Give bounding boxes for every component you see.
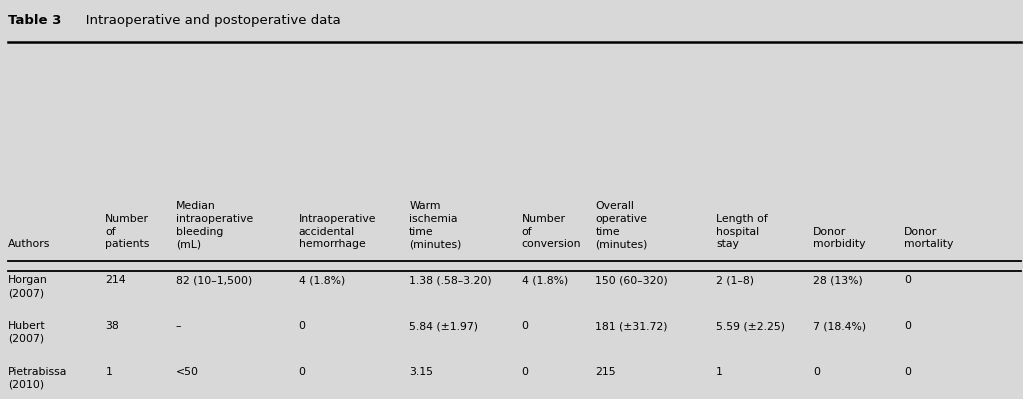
Text: 0: 0 <box>813 367 820 377</box>
Text: 82 (10–1,500): 82 (10–1,500) <box>176 275 253 285</box>
Text: 215: 215 <box>595 367 616 377</box>
Text: Pietrabissa
(2010): Pietrabissa (2010) <box>8 367 68 390</box>
Text: Horgan
(2007): Horgan (2007) <box>8 275 48 298</box>
Text: 4 (1.8%): 4 (1.8%) <box>522 275 568 285</box>
Text: Length of
hospital
stay: Length of hospital stay <box>716 214 768 249</box>
Text: 181 (±31.72): 181 (±31.72) <box>595 321 668 331</box>
Text: 28 (13%): 28 (13%) <box>813 275 863 285</box>
Text: 1.38 (.58–3.20): 1.38 (.58–3.20) <box>409 275 492 285</box>
Text: 0: 0 <box>904 321 911 331</box>
Text: Hubert
(2007): Hubert (2007) <box>8 321 46 344</box>
Text: 7 (18.4%): 7 (18.4%) <box>813 321 866 331</box>
Text: Warm
ischemia
time
(minutes): Warm ischemia time (minutes) <box>409 201 461 249</box>
Text: 150 (60–320): 150 (60–320) <box>595 275 668 285</box>
Text: Median
intraoperative
bleeding
(mL): Median intraoperative bleeding (mL) <box>176 201 254 249</box>
Text: Number
of
conversion: Number of conversion <box>522 214 581 249</box>
Text: 0: 0 <box>904 275 911 285</box>
Text: Number
of
patients: Number of patients <box>105 214 149 249</box>
Text: Donor
mortality: Donor mortality <box>904 227 953 249</box>
Text: 1: 1 <box>716 367 723 377</box>
Text: 5.59 (±2.25): 5.59 (±2.25) <box>716 321 785 331</box>
Text: –: – <box>176 321 181 331</box>
Text: Authors: Authors <box>8 239 50 249</box>
Text: 5.84 (±1.97): 5.84 (±1.97) <box>409 321 478 331</box>
Text: 0: 0 <box>299 367 306 377</box>
Text: 1: 1 <box>105 367 113 377</box>
Text: 0: 0 <box>904 367 911 377</box>
Text: 3.15: 3.15 <box>409 367 433 377</box>
Text: Intraoperative
accidental
hemorrhage: Intraoperative accidental hemorrhage <box>299 214 376 249</box>
Text: 2 (1–8): 2 (1–8) <box>716 275 754 285</box>
Text: 0: 0 <box>522 321 529 331</box>
Text: Donor
morbidity: Donor morbidity <box>813 227 865 249</box>
Text: 214: 214 <box>105 275 126 285</box>
Text: 4 (1.8%): 4 (1.8%) <box>299 275 345 285</box>
Text: Table 3: Table 3 <box>8 14 61 27</box>
Text: Overall
operative
time
(minutes): Overall operative time (minutes) <box>595 201 648 249</box>
Text: 0: 0 <box>299 321 306 331</box>
Text: 38: 38 <box>105 321 119 331</box>
Text: 0: 0 <box>522 367 529 377</box>
Text: Intraoperative and postoperative data: Intraoperative and postoperative data <box>73 14 341 27</box>
Text: <50: <50 <box>176 367 198 377</box>
